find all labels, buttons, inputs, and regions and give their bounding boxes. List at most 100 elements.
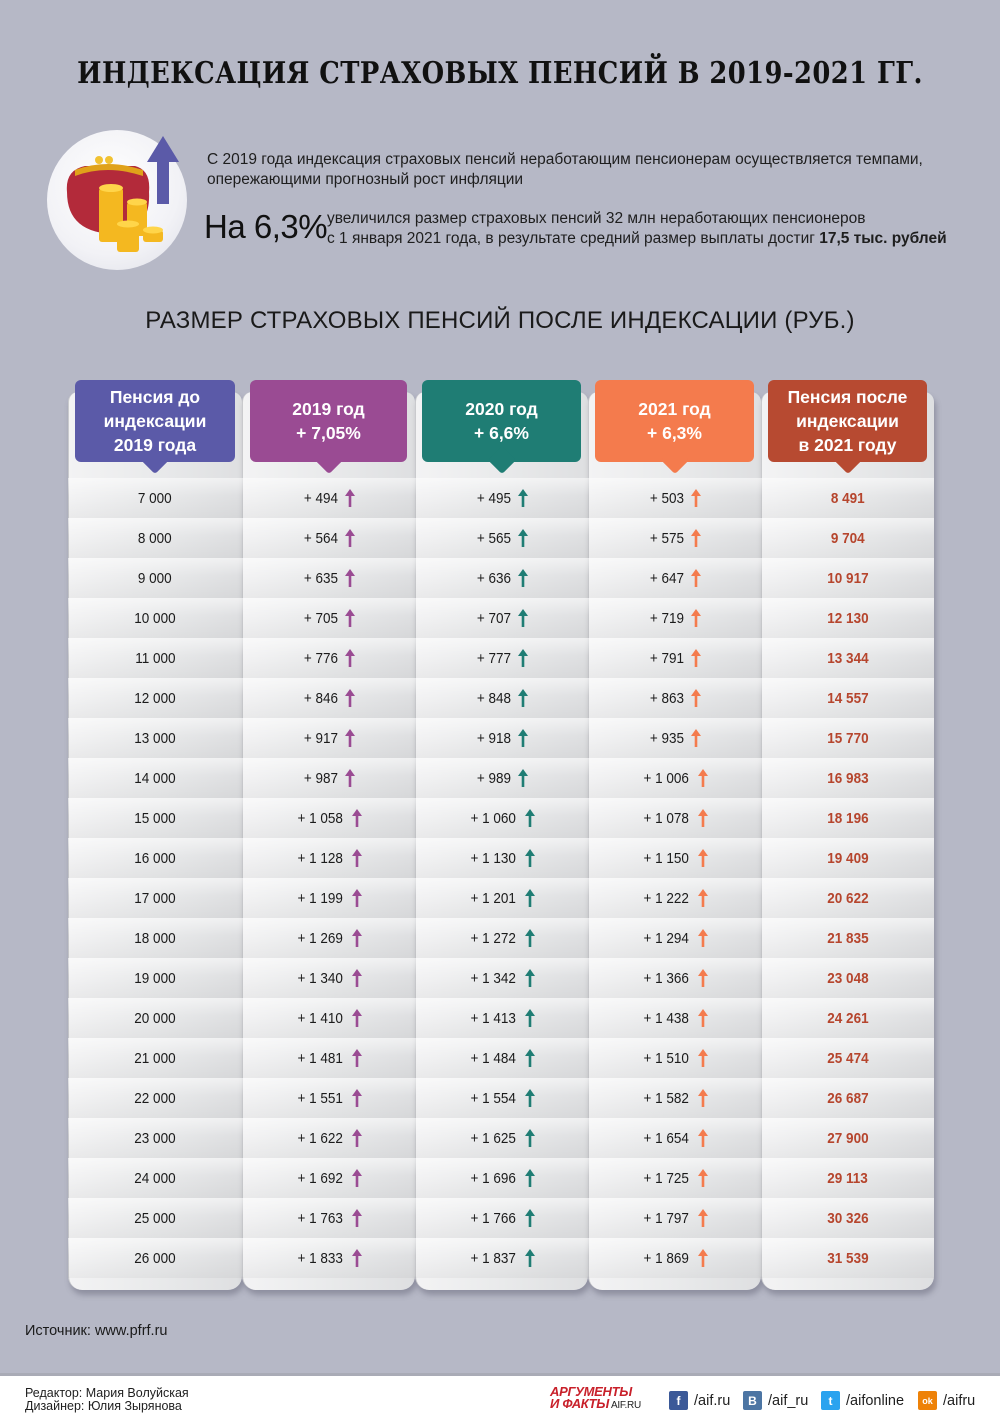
cell-value: + 564	[303, 529, 338, 547]
cell-value: + 917	[303, 729, 338, 747]
cell-final: 21 835	[761, 918, 934, 958]
header-line: 2020 год	[465, 399, 538, 419]
header-line: 2019 года	[113, 435, 197, 455]
social-label: /aif_ru	[768, 1392, 809, 1409]
cell-final: 23 048	[761, 958, 934, 998]
cell-value: 23 048	[826, 969, 869, 987]
arrow-up-icon	[697, 1089, 708, 1107]
cell-value: + 1 294	[643, 929, 690, 947]
cell-final: 26 687	[761, 1078, 934, 1118]
cell-y2019: + 1 340	[242, 958, 415, 998]
header-line: 2021 год	[638, 399, 711, 419]
column-header-final: Пенсия после индексации в 2021 году	[768, 380, 927, 462]
arrow-up-icon	[697, 849, 708, 867]
footer: Редактор: Мария Волуйская Дизайнер: Юлия…	[0, 1373, 1000, 1425]
cell-value: + 494	[303, 489, 338, 507]
arrow-up-icon	[691, 609, 702, 627]
cell-final: 8 491	[761, 478, 934, 518]
table-row: 19 000 + 1 340 + 1 342 + 1 366 23 048	[68, 958, 934, 998]
table-title: РАЗМЕР СТРАХОВЫХ ПЕНСИЙ ПОСЛЕ ИНДЕКСАЦИИ…	[145, 307, 855, 334]
cell-value: + 1 438	[643, 1009, 690, 1027]
editor-credit: Редактор: Мария Волуйская	[25, 1386, 189, 1400]
header-line: + 6,3%	[647, 423, 702, 443]
cell-y2020: + 1 837	[415, 1238, 588, 1278]
cell-y2020: + 989	[415, 758, 588, 798]
cell-y2021: + 647	[588, 558, 761, 598]
cell-y2019: + 1 410	[242, 998, 415, 1038]
cell-value: + 1 725	[643, 1169, 690, 1187]
percent-line-1: увеличился размер страховых пенсий 32 мл…	[327, 210, 866, 227]
cell-value: + 1 625	[470, 1129, 517, 1147]
cell-value: 12 000	[134, 689, 176, 707]
cell-y2019: + 705	[242, 598, 415, 638]
arrow-up-icon	[345, 689, 356, 707]
cell-value: + 776	[303, 649, 338, 667]
cell-base: 23 000	[68, 1118, 242, 1158]
social-facebook[interactable]: f /aif.ru	[669, 1391, 730, 1410]
cell-value: 16 000	[134, 849, 176, 867]
arrow-up-icon	[697, 889, 708, 907]
cell-value: + 791	[649, 649, 684, 667]
cell-y2020: + 1 272	[415, 918, 588, 958]
cell-value: + 707	[476, 609, 511, 627]
social-odnoklassniki[interactable]: ok /aifru	[918, 1391, 975, 1410]
cell-value: 27 900	[826, 1129, 869, 1147]
cell-value: + 647	[649, 569, 684, 587]
cell-y2019: + 564	[242, 518, 415, 558]
cell-y2019: + 987	[242, 758, 415, 798]
cell-y2019: + 846	[242, 678, 415, 718]
cell-y2021: + 1 006	[588, 758, 761, 798]
purse-coins-arrow-up-icon	[47, 130, 187, 270]
arrow-up-icon	[345, 569, 356, 587]
logo-site: AIF.RU	[611, 1400, 641, 1411]
arrow-up-icon	[351, 929, 362, 947]
social-twitter[interactable]: t /aifonline	[821, 1391, 904, 1410]
cell-value: + 495	[476, 489, 511, 507]
arrow-up-icon	[351, 1249, 362, 1267]
cell-final: 12 130	[761, 598, 934, 638]
cell-value: 10 917	[826, 569, 869, 587]
arrow-up-icon	[524, 1009, 535, 1027]
cell-final: 30 326	[761, 1198, 934, 1238]
cell-value: + 1 763	[297, 1209, 344, 1227]
cell-value: + 1 222	[643, 889, 690, 907]
cell-value: 21 835	[826, 929, 869, 947]
average-payment: 17,5 тыс. рублей	[819, 230, 947, 247]
cell-value: 8 491	[830, 489, 865, 507]
cell-base: 12 000	[68, 678, 242, 718]
cell-value: + 1 006	[643, 769, 690, 787]
social-vkontakte[interactable]: B /aif_ru	[743, 1391, 808, 1410]
table-row: 12 000 + 846 + 848 + 863 14 557	[68, 678, 934, 718]
table-row: 26 000 + 1 833 + 1 837 + 1 869 31 539	[68, 1238, 934, 1278]
column-header-base: Пенсия до индексации 2019 года	[75, 380, 235, 462]
page-title: ИНДЕКСАЦИЯ СТРАХОВЫХ ПЕНСИЙ В 2019-2021 …	[77, 56, 923, 91]
cell-y2019: + 1 058	[242, 798, 415, 838]
table-row: 22 000 + 1 551 + 1 554 + 1 582 26 687	[68, 1078, 934, 1118]
arrow-up-icon	[351, 809, 362, 827]
cell-base: 16 000	[68, 838, 242, 878]
cell-y2021: + 503	[588, 478, 761, 518]
arrow-up-icon	[351, 1129, 362, 1147]
cell-value: + 1 833	[297, 1249, 344, 1267]
cell-y2019: + 494	[242, 478, 415, 518]
cell-value: 26 000	[134, 1249, 176, 1267]
cell-final: 13 344	[761, 638, 934, 678]
cell-base: 7 000	[68, 478, 242, 518]
vkontakte-icon: B	[743, 1391, 762, 1410]
header-line: Пенсия до	[109, 387, 201, 407]
aif-logo[interactable]: АРГУМЕНТЫ И ФАКТЫ AIF.RU	[550, 1385, 660, 1414]
cell-y2021: + 1 797	[588, 1198, 761, 1238]
table-row: 23 000 + 1 622 + 1 625 + 1 654 27 900	[68, 1118, 934, 1158]
cell-value: 31 539	[826, 1249, 869, 1267]
arrow-up-icon	[697, 1169, 708, 1187]
cell-base: 24 000	[68, 1158, 242, 1198]
cell-value: + 705	[303, 609, 338, 627]
cell-y2021: + 1 869	[588, 1238, 761, 1278]
cell-final: 20 622	[761, 878, 934, 918]
cell-value: 8 000	[138, 529, 172, 547]
arrow-up-icon	[524, 889, 535, 907]
arrow-up-icon	[524, 1249, 535, 1267]
arrow-up-icon	[524, 849, 535, 867]
table-row: 11 000 + 776 + 777 + 791 13 344	[68, 638, 934, 678]
cell-y2019: + 1 481	[242, 1038, 415, 1078]
